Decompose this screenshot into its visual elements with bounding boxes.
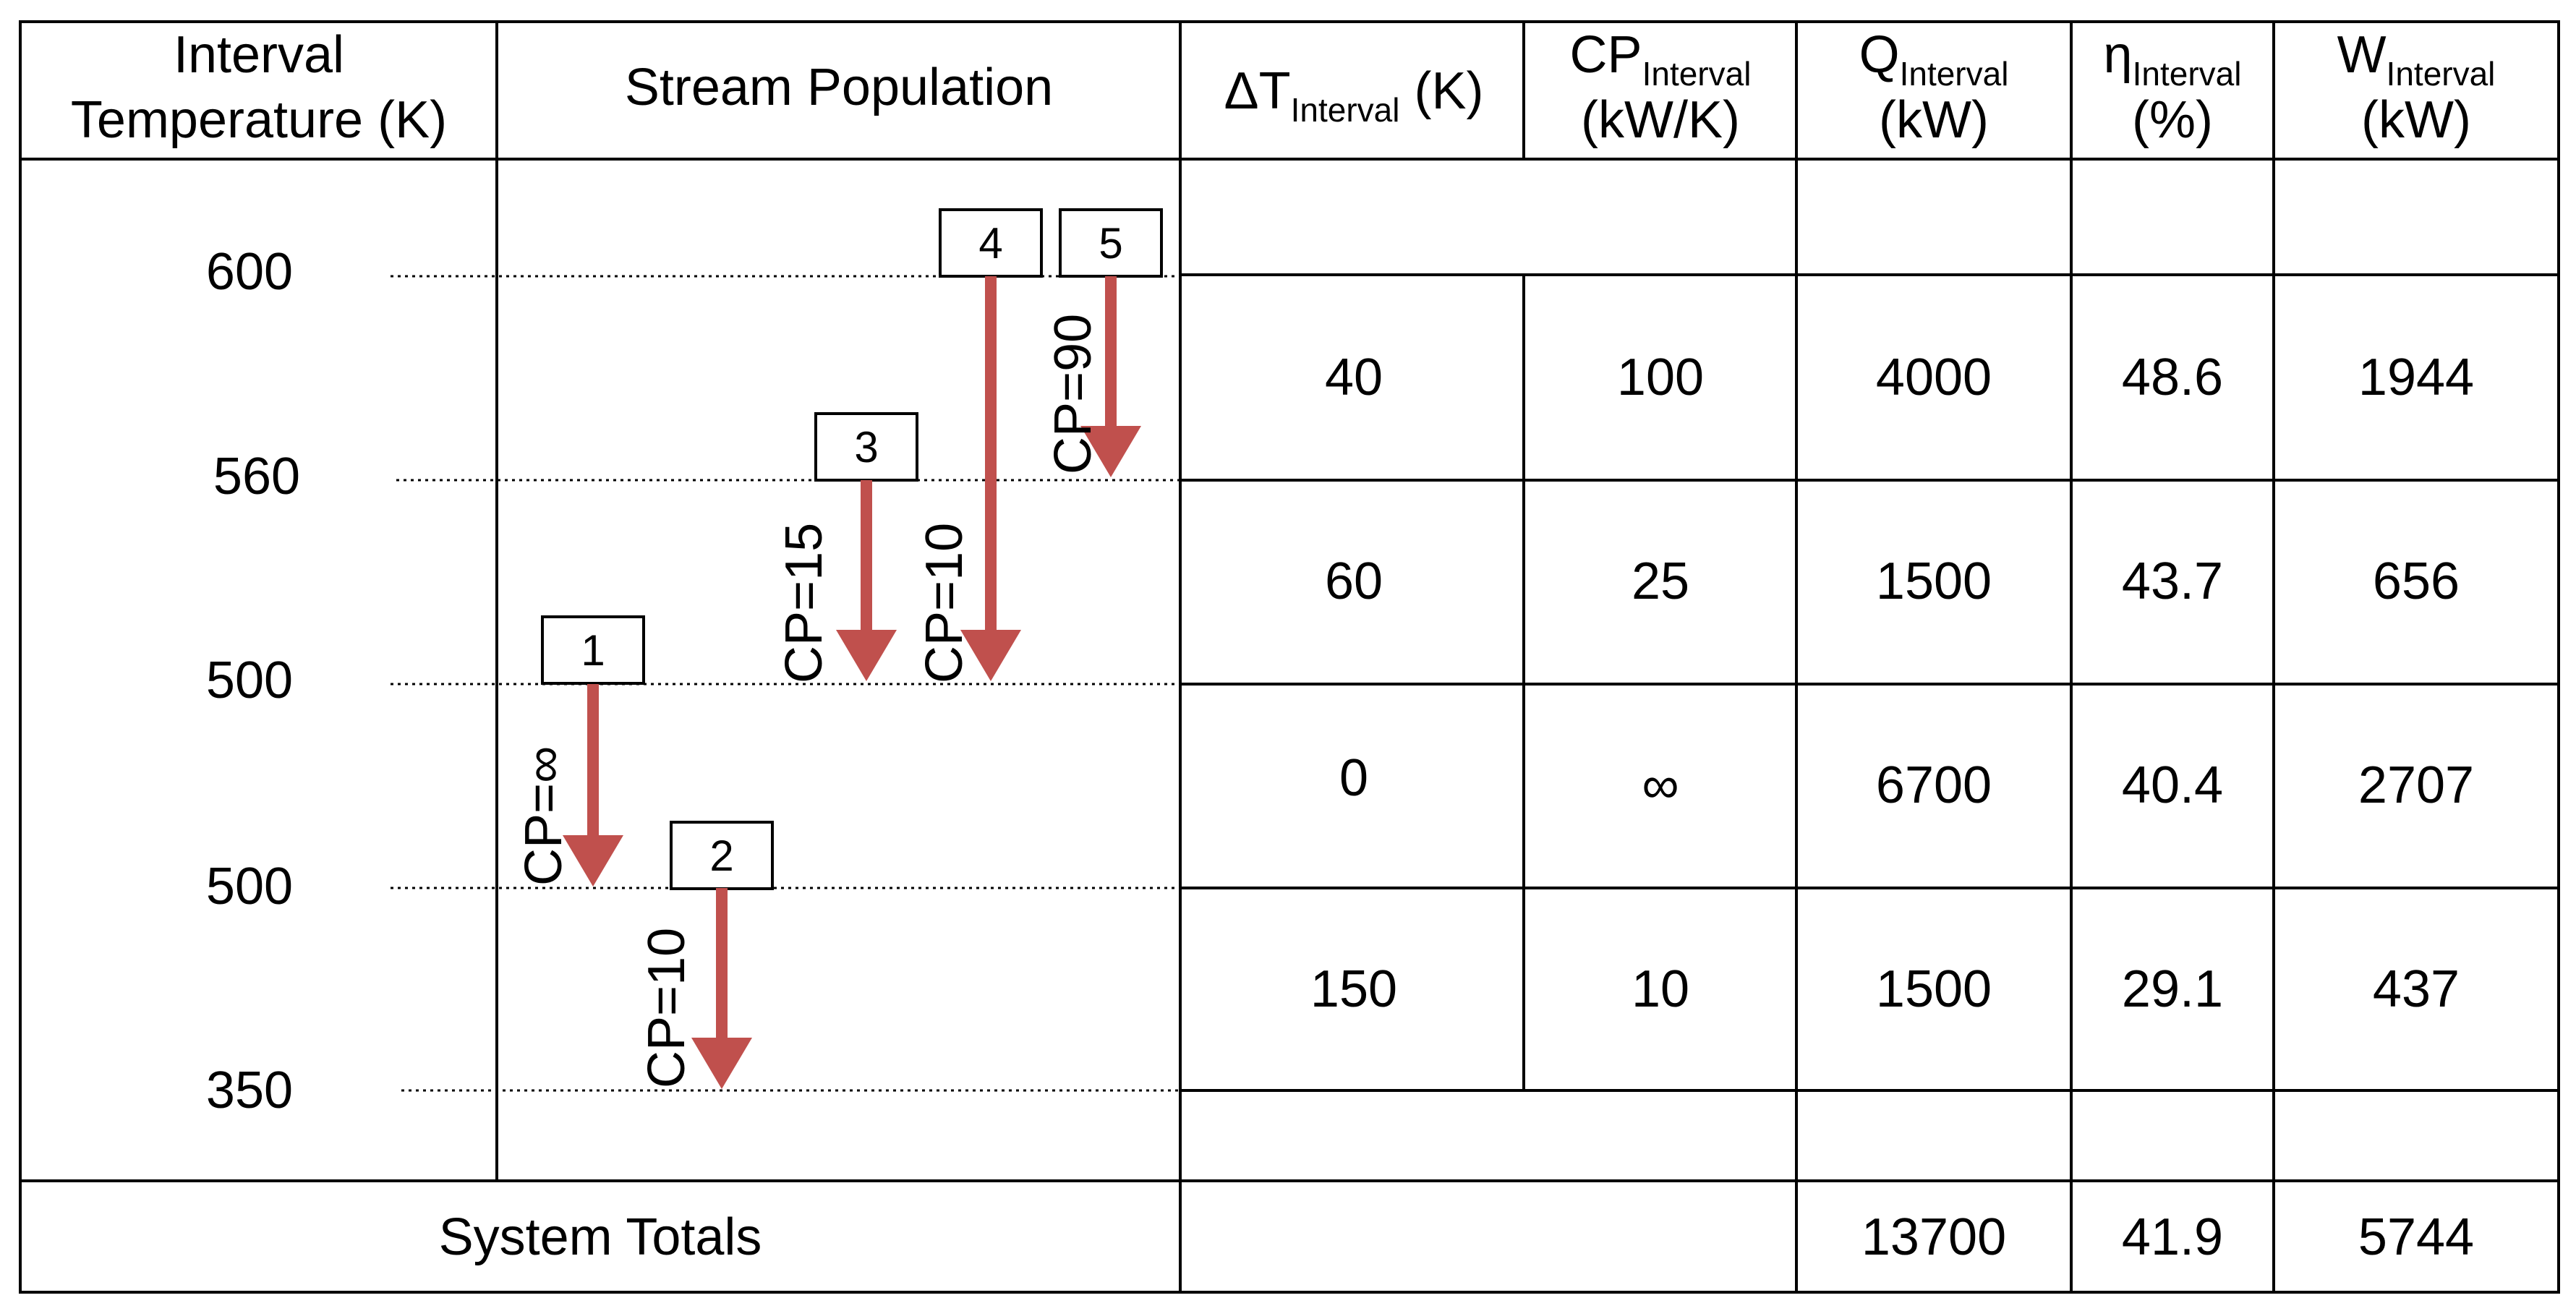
- arrow-head: [691, 1038, 752, 1089]
- header-cp-unit: (kW/K): [1581, 91, 1740, 149]
- header-interval-temperature-line2: Temperature (K): [71, 91, 447, 149]
- header-interval-temperature-line1: Interval: [174, 26, 344, 84]
- cell-q: 1500: [1876, 960, 1992, 1018]
- header-w-unit: (kW): [2361, 91, 2471, 149]
- cell-cp: 25: [1632, 552, 1689, 610]
- header-eta: ηInterval: [2104, 26, 2242, 93]
- stream-1: 1 CP=∞: [515, 615, 645, 887]
- table-row: 150 10 1500 29.1 437: [1310, 960, 2460, 1018]
- table-row: 60 25 1500 43.7 656: [1325, 552, 2460, 610]
- stream-cp-label: CP=10: [916, 523, 973, 683]
- cell-eta: 48.6: [2122, 349, 2223, 406]
- stream-cp-label: CP=10: [638, 928, 696, 1088]
- stream-5: 5 CP=90: [1044, 208, 1163, 477]
- stream-number: 4: [978, 219, 1002, 268]
- stream-number: 3: [854, 423, 878, 471]
- cell-eta: 40.4: [2122, 756, 2223, 814]
- cell-q: 6700: [1876, 756, 1992, 814]
- cell-delta-t: 0: [1339, 749, 1368, 807]
- header-q-unit: (kW): [1879, 91, 1989, 149]
- table-row: 40 100 4000 48.6 1944: [1325, 349, 2474, 406]
- cell-w: 2707: [2358, 756, 2474, 814]
- table-grid: [19, 20, 2560, 1294]
- totals-w: 5744: [2358, 1208, 2474, 1266]
- header-stream-population: Stream Population: [625, 59, 1053, 116]
- arrow-head: [1080, 426, 1141, 477]
- temperature-label: 350: [206, 1062, 293, 1119]
- stream-3: 3 CP=15: [775, 412, 918, 683]
- cell-eta: 43.7: [2122, 552, 2223, 610]
- temperature-label: 560: [213, 448, 300, 505]
- header-eta-unit: (%): [2132, 91, 2213, 149]
- arrow-head: [836, 630, 897, 681]
- stream-number-box: [670, 821, 774, 890]
- cell-q: 4000: [1876, 349, 1992, 406]
- totals-row: System Totals 13700 41.9 5744: [439, 1208, 2475, 1266]
- cell-delta-t: 60: [1325, 552, 1383, 610]
- table-row: 0 ∞ 6700 40.4 2707: [1339, 749, 2474, 814]
- temperature-label: 500: [206, 652, 293, 709]
- arrow-head: [960, 630, 1021, 681]
- cell-cp: ∞: [1642, 756, 1679, 814]
- stream-number-box: [814, 412, 918, 482]
- stream-number: 2: [709, 832, 733, 880]
- cell-w: 656: [2373, 552, 2460, 610]
- cell-w: 1944: [2358, 349, 2474, 406]
- header-cp: CPInterval: [1570, 26, 1752, 93]
- cell-cp: 100: [1617, 349, 1704, 406]
- totals-eta: 41.9: [2122, 1208, 2223, 1266]
- stream-number: 1: [581, 626, 605, 675]
- data-rows: 40 100 4000 48.6 1944 60 25 1500 43.7 65…: [1310, 349, 2474, 1018]
- cell-eta: 29.1: [2122, 960, 2223, 1018]
- temperature-scale: 600 560 500 500 350: [206, 243, 1180, 1119]
- header-q: QInterval: [1859, 26, 2009, 93]
- temperature-label: 500: [206, 858, 293, 915]
- cell-w: 437: [2373, 960, 2460, 1018]
- stream-cp-label: CP=90: [1044, 314, 1102, 474]
- arrow-head: [563, 835, 623, 887]
- header-row: Interval Temperature (K) Stream Populati…: [71, 26, 2496, 149]
- cell-delta-t: 40: [1325, 349, 1383, 406]
- stream-cp-label: CP=∞: [515, 746, 573, 886]
- cell-cp: 10: [1632, 960, 1689, 1018]
- streams: 1 CP=∞ 2 CP=10 3 CP=15 4 CP=10: [515, 208, 1163, 1089]
- stream-number: 5: [1099, 219, 1122, 268]
- stream-number-box: [939, 208, 1043, 278]
- cell-delta-t: 150: [1310, 960, 1397, 1018]
- header-w: WInterval: [2337, 26, 2496, 93]
- stream-cp-label: CP=15: [775, 523, 833, 683]
- cell-q: 1500: [1876, 552, 1992, 610]
- stream-4: 4 CP=10: [916, 208, 1043, 683]
- totals-label: System Totals: [439, 1208, 762, 1266]
- stream-2: 2 CP=10: [638, 821, 774, 1089]
- totals-q: 13700: [1861, 1208, 2006, 1266]
- stream-number-box: [541, 615, 645, 685]
- header-delta-t: ΔTInterval (K): [1224, 62, 1484, 129]
- temperature-label: 600: [206, 243, 293, 301]
